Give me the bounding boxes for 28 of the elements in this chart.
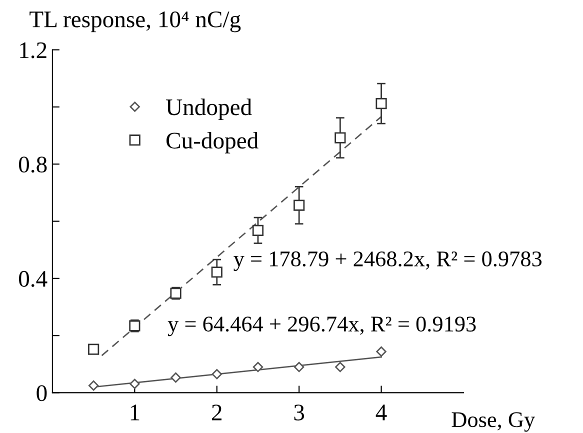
point [294,362,304,372]
x-tick-label: 2 [212,404,222,420]
point [376,346,386,357]
point [211,266,222,278]
point [252,362,264,372]
x-tick-label: 1 [130,404,140,420]
point [212,369,222,380]
point [335,362,346,372]
annotation: y = 178.79 + 2468.2x, R² = 0.9783 [234,251,542,271]
point [334,132,346,144]
x-tick-label: 4 [376,404,387,420]
legend-label: Cu-doped [166,132,258,154]
y-tick-label: 0 [36,385,47,402]
point [88,344,100,355]
point [252,224,264,236]
x-tick-label: 3 [294,404,304,420]
annotation: y = 64.464 + 296.74x, R² = 0.9193 [168,316,476,336]
point [376,98,387,110]
x-axis-title: Dose, Gy [452,412,536,432]
y-tick-label: 0.4 [18,270,48,287]
y-tick-label: 1.2 [20,42,46,58]
y-axis-title: TL response, 10⁴ nC/g [30,11,241,32]
legend-label: Undoped [166,98,252,120]
point [88,380,99,391]
y-tick-label: 0.8 [18,156,47,173]
point [130,378,140,389]
point [170,372,181,383]
point [294,200,305,211]
